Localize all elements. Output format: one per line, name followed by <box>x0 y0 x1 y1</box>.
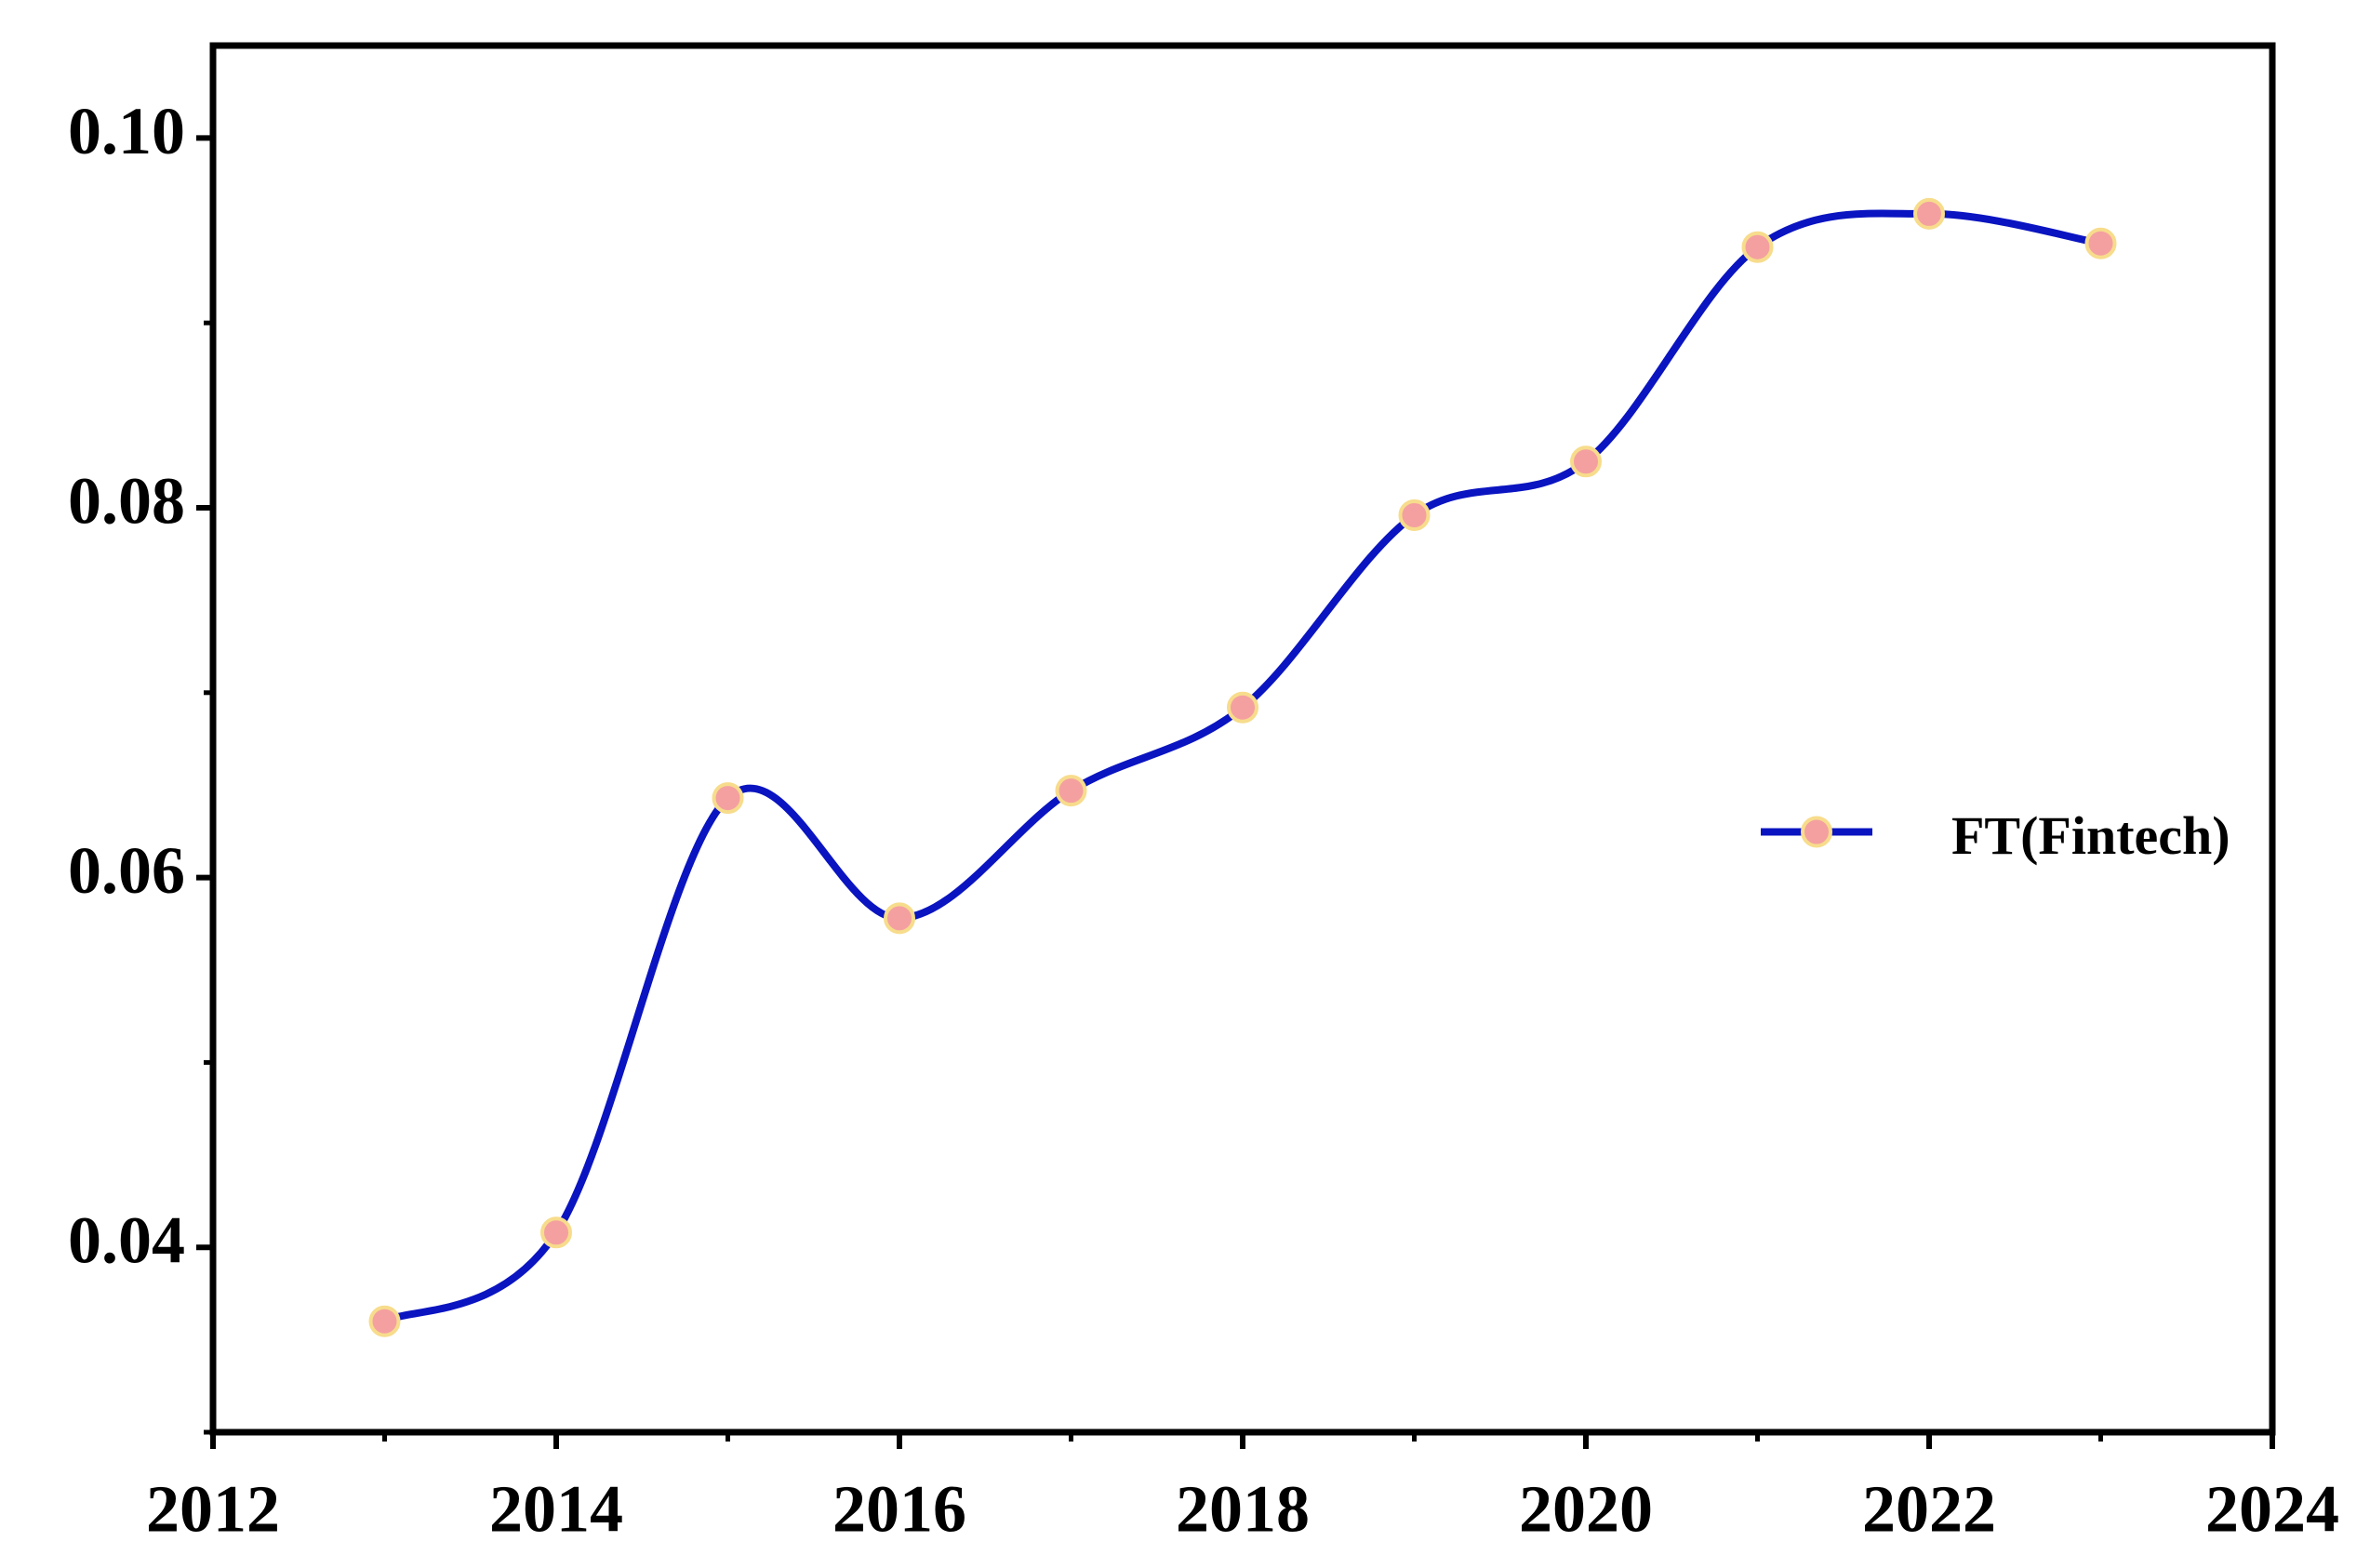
data-point <box>1913 197 1945 230</box>
x-tick-label: 2022 <box>1862 1472 1996 1547</box>
y-tick-label: 0.06 <box>68 833 185 908</box>
data-point <box>1741 231 1774 263</box>
data-point <box>712 782 744 815</box>
x-tick-label: 2012 <box>146 1472 280 1547</box>
data-point <box>1570 445 1602 478</box>
plot-frame <box>209 42 2276 1436</box>
data-point <box>1227 691 1258 724</box>
y-tick-label: 0.08 <box>68 464 185 538</box>
data-point <box>884 902 915 935</box>
data-point <box>1055 775 1087 807</box>
y-tick-label: 0.10 <box>68 94 185 168</box>
data-point <box>368 1305 401 1337</box>
data-point <box>2084 227 2117 259</box>
data-point <box>540 1216 572 1249</box>
data-point <box>1398 498 1431 531</box>
x-tick-label: 2018 <box>1176 1472 1310 1547</box>
x-tick-label: 2016 <box>832 1472 966 1547</box>
x-tick-label: 2014 <box>489 1472 623 1547</box>
legend-label: FT(Fintech) <box>1951 805 2230 866</box>
y-tick-label: 0.04 <box>68 1203 185 1278</box>
series-line <box>382 209 2102 1325</box>
legend-marker <box>1801 816 1832 848</box>
x-tick-label: 2024 <box>2205 1472 2339 1547</box>
x-tick-label: 2020 <box>1519 1472 1653 1547</box>
